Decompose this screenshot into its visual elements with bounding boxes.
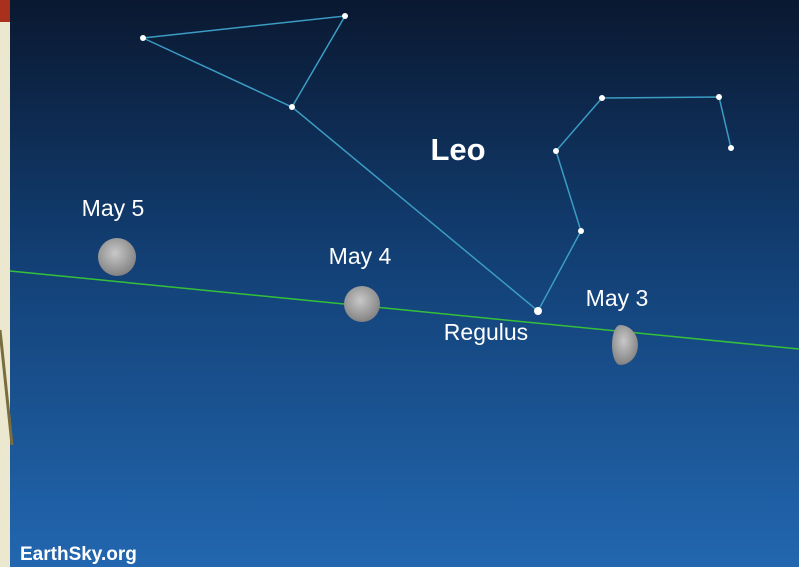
moon-label: May 4 bbox=[329, 243, 392, 269]
constellation-label: Leo bbox=[430, 132, 485, 167]
sky-chart: Leo Regulus May 5 May 4 May 3 EarthSky.o… bbox=[0, 0, 799, 567]
moon bbox=[344, 286, 380, 322]
left-strip bbox=[0, 0, 10, 567]
sky-background bbox=[0, 0, 799, 567]
moon-label: May 3 bbox=[586, 285, 649, 311]
moon-label: May 5 bbox=[82, 195, 145, 221]
credit: EarthSky.org bbox=[20, 544, 137, 565]
moon bbox=[98, 238, 136, 276]
star-label: Regulus bbox=[444, 319, 528, 345]
corner-accent bbox=[0, 0, 10, 22]
